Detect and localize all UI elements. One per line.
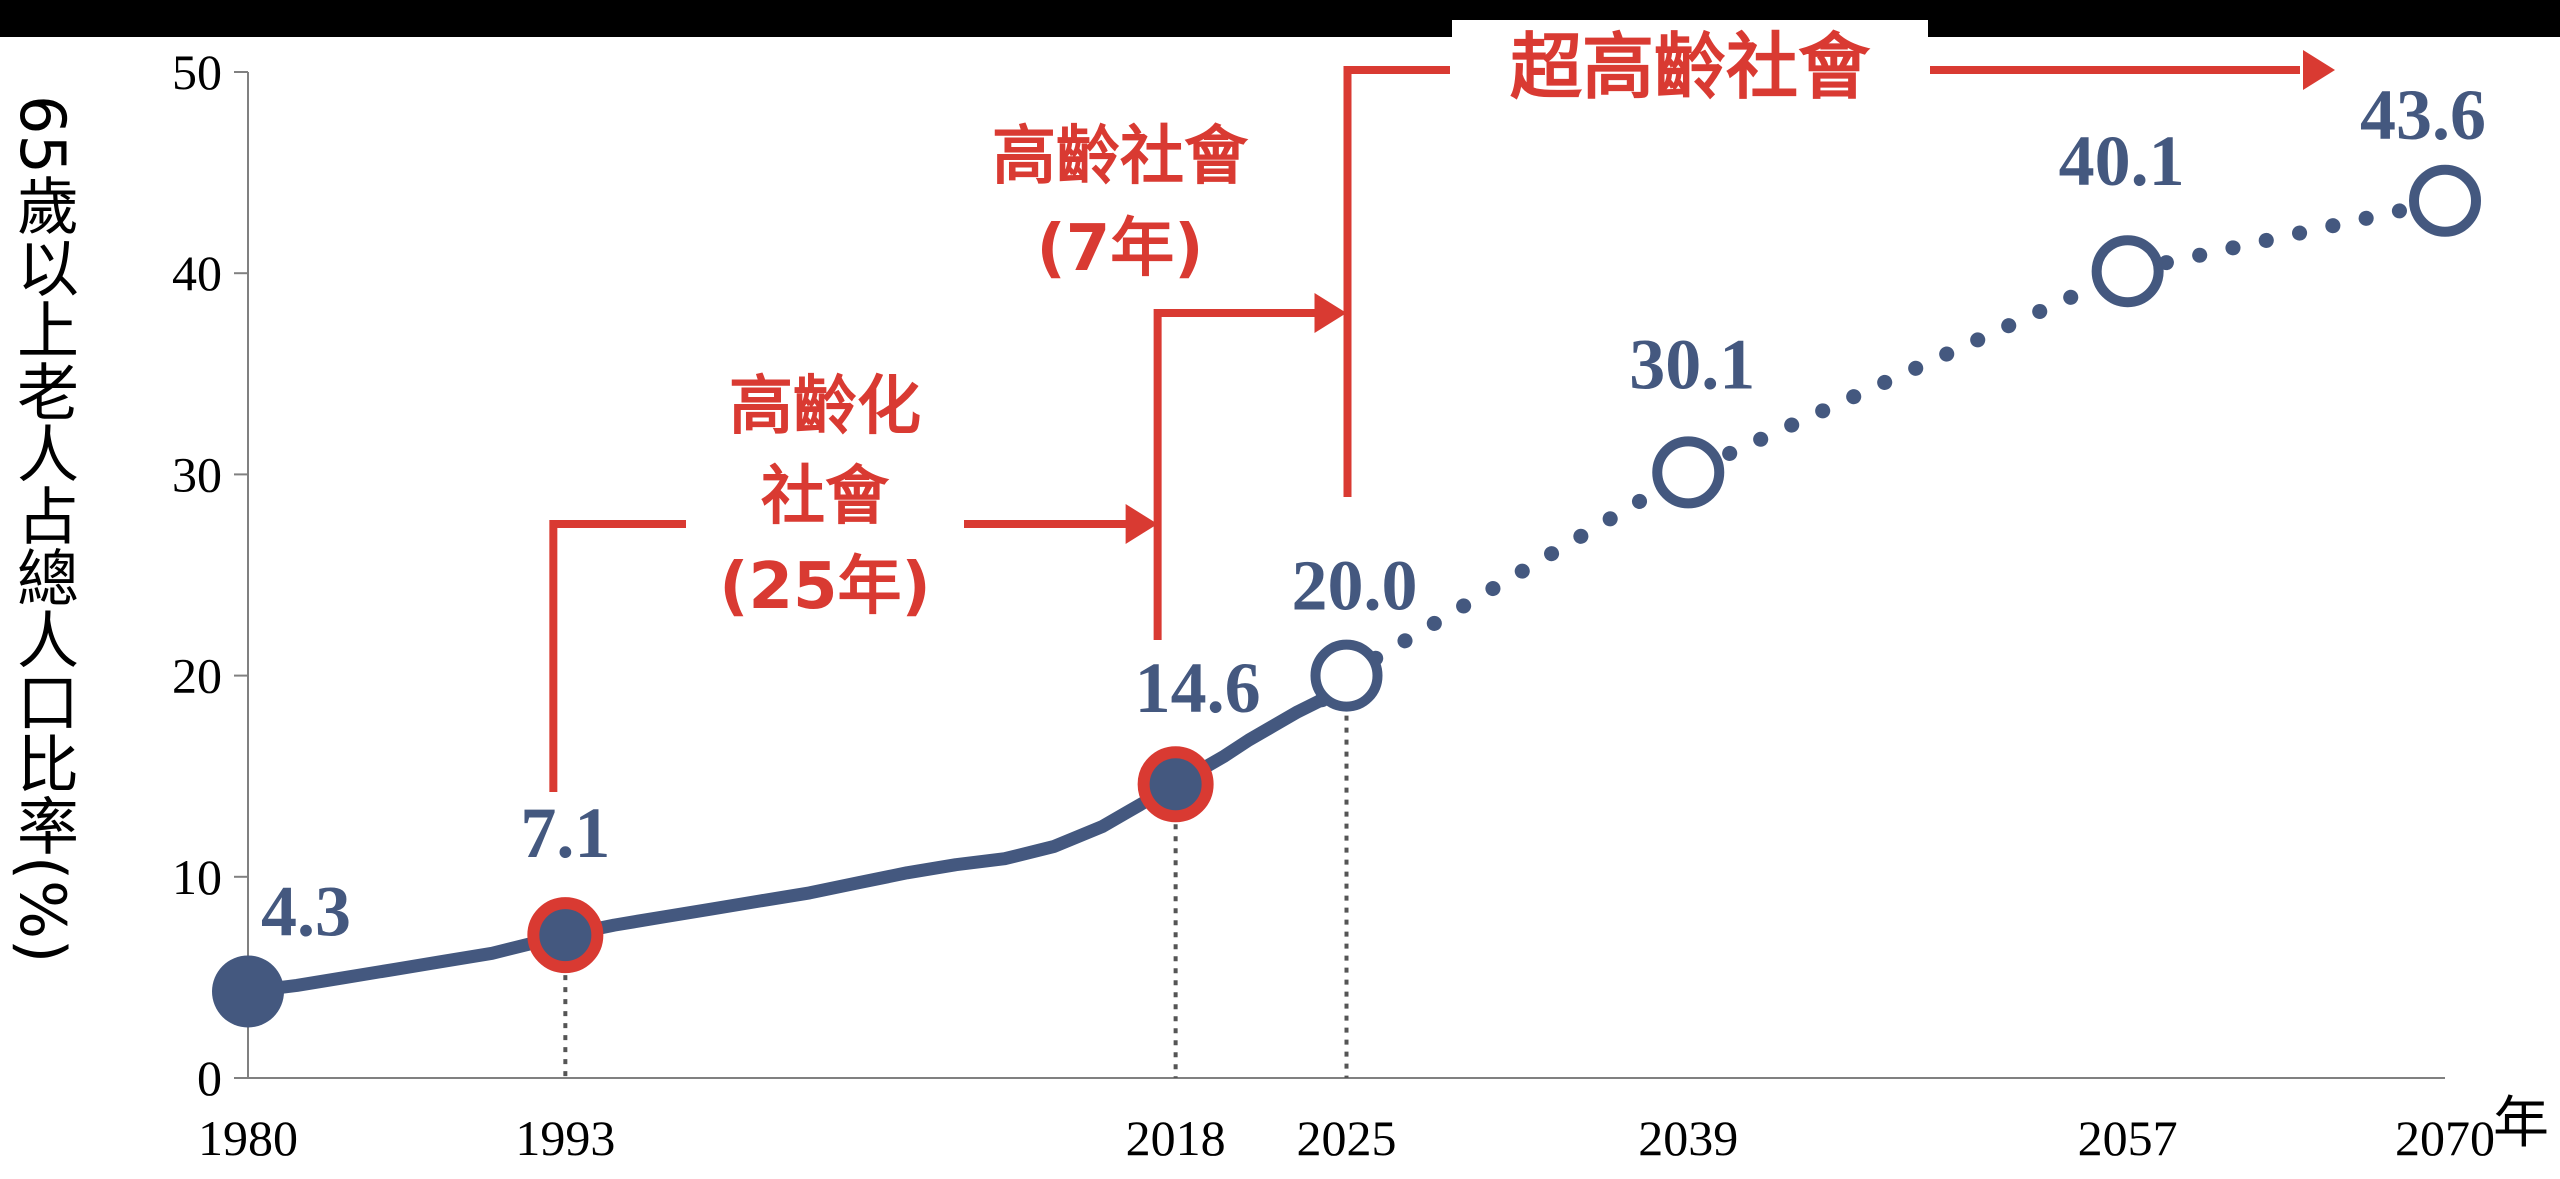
points <box>212 164 2481 1028</box>
annotation-text: 高齡化 <box>729 370 921 444</box>
data-labels: 4.3 7.1 14.6 20.0 30.1 40.1 43.6 <box>261 75 2486 952</box>
y-tick-label: 0 <box>197 1050 222 1106</box>
data-label: 4.3 <box>261 871 351 951</box>
data-label: 40.1 <box>2059 121 2185 201</box>
x-tick-label: 1993 <box>515 1110 615 1166</box>
data-point <box>2091 235 2164 308</box>
x-tick-label: 2039 <box>1638 1110 1738 1166</box>
series-projected-line <box>1314 193 2453 708</box>
data-label: 7.1 <box>520 793 610 873</box>
guide-lines <box>563 703 1349 1078</box>
annotation-text: (7年) <box>1036 212 1203 286</box>
annotation-bracket <box>1343 66 1450 497</box>
x-tick-label: 2018 <box>1126 1110 1226 1166</box>
data-point <box>1137 746 1214 823</box>
data-point <box>212 955 284 1028</box>
annotation-arrowhead <box>1314 293 1347 333</box>
annotation-bracket <box>1153 309 1319 640</box>
data-label: 20.0 <box>1292 546 1418 626</box>
annotation-text: (25年) <box>719 550 931 624</box>
data-point <box>2409 164 2481 237</box>
top-black-bar <box>0 0 2560 37</box>
x-axis-unit: 年 <box>2493 1091 2549 1156</box>
data-label: 14.6 <box>1135 648 1261 728</box>
annotation-text: 超高齡社會 <box>1510 25 1871 109</box>
y-tick-label: 10 <box>172 849 222 905</box>
annotation-bracket <box>549 520 686 792</box>
annotation-arrowhead <box>2303 50 2335 90</box>
x-tick-label: 2057 <box>2078 1110 2178 1166</box>
data-point <box>1310 639 1383 712</box>
series-actual-line <box>241 693 1329 998</box>
data-label: 30.1 <box>1629 324 1755 404</box>
data-point <box>527 897 604 974</box>
y-tick-label: 20 <box>172 648 222 704</box>
annotation-arrowhead <box>1125 504 1158 544</box>
y-tick-label: 30 <box>172 446 222 502</box>
annotation-title-bg <box>1452 20 1928 100</box>
y-tick-label: 40 <box>172 245 222 301</box>
x-tick-label: 2070 <box>2395 1110 2495 1166</box>
y-axis-label: 65歲以上老人占總人口比率(%) <box>6 95 79 964</box>
x-tick-label: 2025 <box>1297 1110 1397 1166</box>
axes: 0 10 20 30 40 50 1980 1993 2018 2025 2039 2057 2070 <box>172 44 2495 1166</box>
x-tick-label: 1980 <box>198 1110 298 1166</box>
y-axis-label-wrap: 65歲以上老人占總人口比率(%) <box>6 95 79 1145</box>
data-point <box>1652 436 1725 509</box>
annotation-text: 社會 <box>761 460 890 534</box>
y-tick-label: 50 <box>172 44 222 100</box>
series <box>241 193 2453 998</box>
annotation-text: 高齡社會 <box>992 120 1249 194</box>
data-label: 43.6 <box>2360 75 2486 155</box>
